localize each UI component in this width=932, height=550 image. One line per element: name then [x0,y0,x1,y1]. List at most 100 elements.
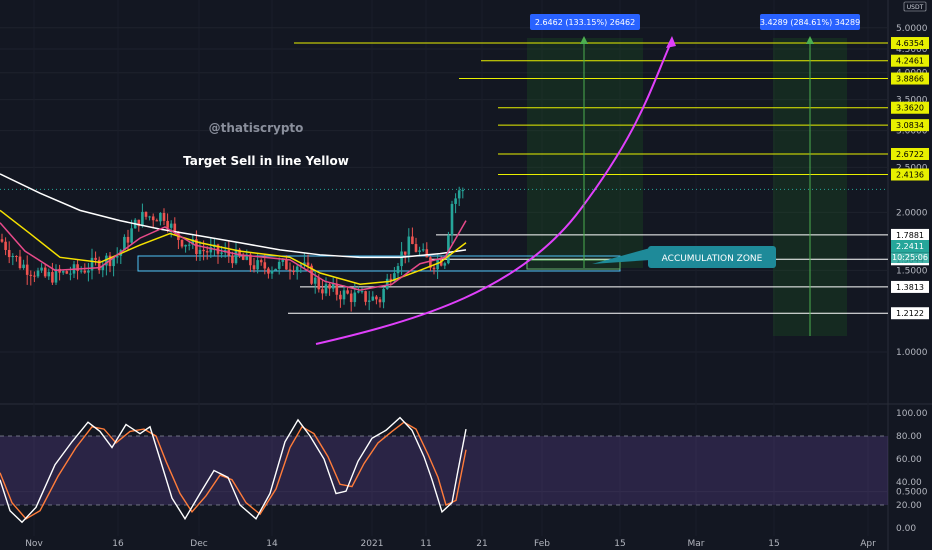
target-level-badge [891,72,929,85]
candle-body [4,241,7,250]
candle-body [414,244,418,252]
arrow-up-icon [580,36,588,44]
candle-body [349,293,353,303]
candle-body [411,236,414,245]
candle-body [285,259,288,270]
support-level-value: 1.7881 [896,231,924,240]
candle-body [184,244,187,247]
candle-body [11,256,15,258]
time-tick-label: Mar [688,539,705,549]
stoch-tick-label: 60.00 [896,455,922,465]
candle-body [112,257,115,267]
ma-mid-line[interactable] [0,209,467,285]
candle-body [447,235,450,264]
time-tick-label: Dec [190,539,207,549]
candle-body [61,271,65,273]
currency-badge[interactable] [903,1,927,12]
candle-body [339,294,342,300]
candle-body [407,236,411,255]
stoch-axis[interactable]: 100.00 80.00 60.00 40.00 20.00 0.00 [896,409,928,534]
target-level-badge [891,37,929,50]
price-tick-label: 4.5000 [896,45,928,55]
candle-body [292,270,295,273]
price-tick-label: 3.5000 [896,96,928,106]
candlesticks [0,186,465,312]
price-tick-label: 3.0000 [896,127,928,137]
measure-label-1-bg [530,14,640,30]
candle-body [36,270,40,277]
moving-averages [0,173,467,291]
time-tick-label: Apr [860,539,876,549]
time-tick-label: 11 [420,539,431,549]
candle-body [155,220,159,222]
target-level-value: 2.6722 [896,150,924,159]
candle-body [303,262,306,265]
candle-body [115,255,119,258]
ma-short-line[interactable] [0,220,467,291]
price-tick-label: 0.5000 [896,488,928,498]
candle-body [259,260,263,263]
ma-long-line[interactable] [0,173,467,259]
candle-body [231,255,234,264]
target-level-value: 4.6354 [896,39,924,48]
last-price-badge [891,240,929,252]
watermark-text: @thatiscrypto [209,121,304,135]
candle-body [54,268,58,283]
candle-body [162,212,166,221]
time-tick-label: 21 [476,539,487,549]
level-labels: 4.6354 4.2461 3.8866 3.3620 3.0834 2.6722 2.41… [891,37,929,320]
candle-body [267,268,270,274]
stoch-tick-label: 80.00 [896,432,922,442]
accumulation-zone-label: ACCUMULATION ZONE [662,254,763,264]
parabolic-curve[interactable] [315,39,673,345]
last-price-value: 2.2411 [896,242,924,251]
target-level-badge [891,101,929,114]
candle-body [191,239,195,245]
stoch-tick-label: 20.00 [896,501,922,511]
candle-body [454,198,457,204]
curve-arrowhead-icon [666,36,676,48]
candle-body [126,236,130,243]
candle-body [97,259,101,271]
horizontal-levels [0,42,888,314]
time-axis[interactable]: Nov 16 Dec 14 2021 11 21 Feb 15 Mar 15 Apr [25,539,876,549]
candle-body [202,249,205,252]
candle-body [234,249,238,264]
candle-body [281,259,285,262]
measure-box-1[interactable] [527,38,643,268]
candle-body [47,272,51,277]
candle-body [25,264,29,275]
candle-body [205,251,209,253]
candle-body [148,216,151,218]
candle-body [295,266,299,273]
target-level-value: 3.3620 [896,104,924,113]
accumulation-zone-box-green[interactable] [526,259,621,270]
candle-body [321,289,324,294]
candle-body [378,299,382,303]
candle-body [51,272,54,283]
accumulation-callout[interactable] [648,246,776,268]
candle-body [274,268,277,271]
time-tick-label: 15 [768,539,779,549]
candle-body [331,283,335,289]
candle-body [306,262,310,266]
candle-body [69,273,72,275]
stoch-tick-label: 40.00 [896,478,922,488]
candle-body [432,267,436,270]
candle-body [151,216,155,221]
time-tick-label: 15 [614,539,625,549]
countdown-badge [891,252,929,263]
time-tick-label: Nov [25,539,43,549]
stoch-k-line[interactable] [0,416,467,524]
candle-body [123,236,126,251]
time-tick-label: 14 [266,539,278,549]
candle-body [166,220,169,228]
measure-label-2: 3.4289 (284.61%) 34289 [760,18,860,27]
candle-body [450,203,454,236]
candle-body [288,269,292,271]
price-tick-label: 1.0000 [896,348,928,358]
candle-body [7,249,11,258]
candle-body [101,265,105,271]
candle-body [317,277,321,290]
